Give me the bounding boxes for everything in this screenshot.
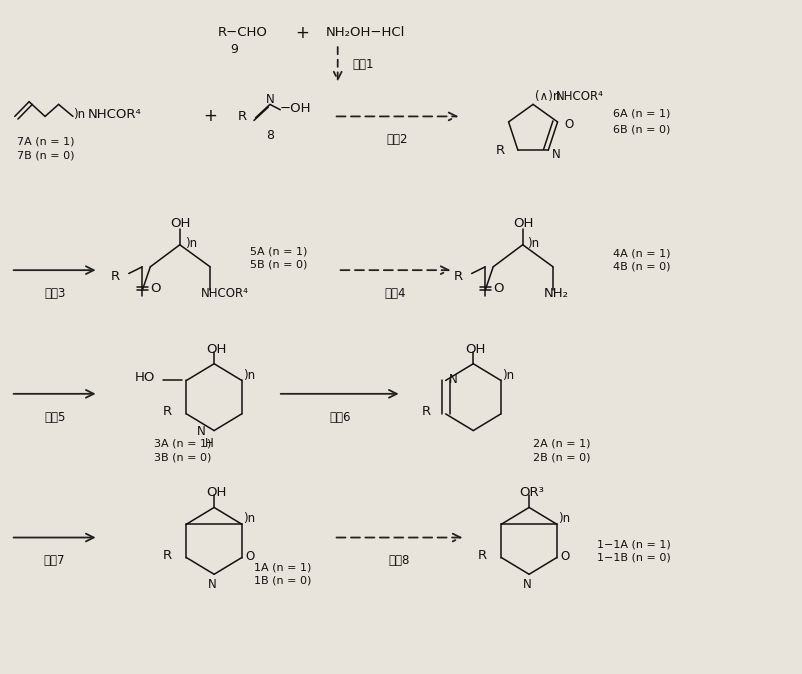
Text: O: O (150, 282, 160, 295)
Text: 4A (n = 1): 4A (n = 1) (612, 249, 670, 258)
Text: R: R (162, 549, 172, 562)
Text: 1A (n = 1): 1A (n = 1) (253, 563, 311, 573)
Text: 8: 8 (265, 129, 273, 142)
Text: 6A (n = 1): 6A (n = 1) (612, 108, 670, 118)
Text: N: N (522, 578, 531, 592)
Text: +: + (294, 24, 309, 42)
Text: R: R (162, 405, 172, 419)
Text: )n: )n (184, 237, 196, 250)
Text: +: + (203, 107, 217, 125)
Text: 1B (n = 0): 1B (n = 0) (253, 576, 311, 586)
Text: N: N (196, 425, 205, 438)
Text: )n: )n (527, 237, 539, 250)
Text: 5A (n = 1): 5A (n = 1) (249, 247, 307, 256)
Text: 工序7: 工序7 (44, 554, 65, 568)
Text: 9: 9 (229, 43, 237, 56)
Text: R: R (111, 270, 119, 283)
Text: 工序6: 工序6 (329, 410, 350, 423)
Text: )n: )n (243, 512, 255, 525)
Text: NHCOR⁴: NHCOR⁴ (555, 90, 602, 103)
Text: R: R (477, 549, 486, 562)
Text: 3A (n = 1): 3A (n = 1) (154, 439, 212, 449)
Text: O: O (245, 550, 254, 563)
Text: R: R (421, 405, 431, 419)
Text: 7A (n = 1): 7A (n = 1) (17, 137, 75, 147)
Text: 3B (n = 0): 3B (n = 0) (154, 452, 212, 462)
Text: HO: HO (135, 371, 155, 384)
Text: OH: OH (464, 342, 485, 355)
Text: 4B (n = 0): 4B (n = 0) (612, 262, 670, 272)
Text: OH: OH (170, 217, 190, 230)
Text: NHCOR⁴: NHCOR⁴ (88, 108, 142, 121)
Text: OH: OH (206, 486, 226, 499)
Text: R: R (495, 144, 504, 157)
Text: O: O (563, 118, 573, 131)
Text: N: N (208, 578, 217, 592)
Text: NH₂OH−HCl: NH₂OH−HCl (326, 26, 405, 39)
Text: OH: OH (512, 217, 533, 230)
Text: 工序5: 工序5 (44, 410, 65, 423)
Text: N: N (265, 93, 274, 106)
Text: 工序1: 工序1 (351, 58, 373, 71)
Text: NHCOR⁴: NHCOR⁴ (200, 287, 248, 300)
Text: )n: )n (243, 369, 255, 381)
Text: −OH: −OH (279, 102, 310, 115)
Text: 2A (n = 1): 2A (n = 1) (533, 439, 589, 449)
Text: OR³: OR³ (519, 486, 544, 499)
Text: OH: OH (206, 342, 226, 355)
Text: 1−1A (n = 1): 1−1A (n = 1) (596, 539, 670, 549)
Text: 工序8: 工序8 (388, 554, 410, 568)
Text: )n: )n (557, 512, 569, 525)
Text: 1−1B (n = 0): 1−1B (n = 0) (596, 553, 670, 563)
Text: (∧)n: (∧)n (534, 90, 559, 103)
Text: 工序3: 工序3 (44, 287, 65, 300)
Text: 工序4: 工序4 (384, 287, 406, 300)
Text: 5B (n = 0): 5B (n = 0) (249, 259, 307, 270)
Text: R: R (453, 270, 462, 283)
Text: N: N (448, 373, 457, 386)
Text: NH₂: NH₂ (543, 287, 568, 300)
Text: )n: )n (502, 369, 514, 381)
Text: 6B (n = 0): 6B (n = 0) (612, 125, 670, 135)
Text: 2B (n = 0): 2B (n = 0) (533, 452, 589, 462)
Text: O: O (559, 550, 569, 563)
Text: R−CHO: R−CHO (218, 26, 268, 39)
Text: O: O (492, 282, 503, 295)
Text: 7B (n = 0): 7B (n = 0) (17, 150, 75, 160)
Text: H: H (205, 437, 213, 450)
Text: R: R (237, 110, 247, 123)
Text: N: N (551, 148, 560, 161)
Text: )n: )n (73, 108, 85, 121)
Text: 工序2: 工序2 (387, 133, 407, 146)
